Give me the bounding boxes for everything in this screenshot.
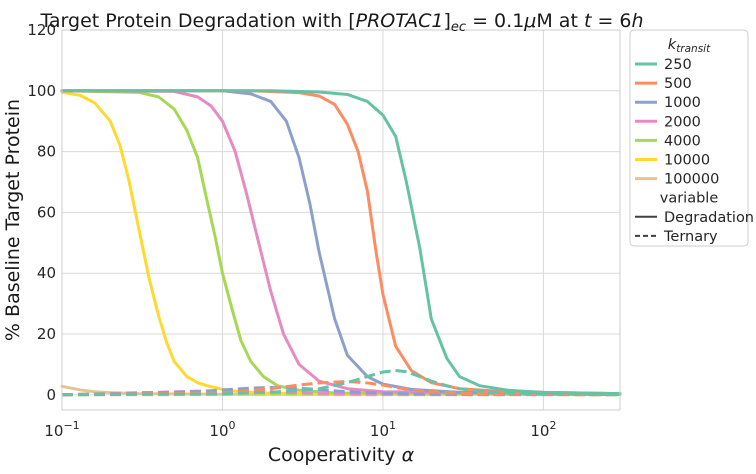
legend-label-250: 250 — [664, 57, 692, 73]
ternary-line-250 — [61, 368, 621, 397]
y-tick-label: 60 — [37, 203, 56, 221]
series-250 — [60, 89, 622, 397]
chart-title: Target Protein Degradation with [PROTAC1… — [39, 10, 643, 35]
x-axis-label: Cooperativity α — [268, 444, 415, 466]
legend-label-degradation: Degradation — [664, 210, 754, 226]
x-tick-label: 101 — [370, 419, 396, 440]
y-tick-label: 0 — [46, 386, 56, 404]
y-tick-label: 40 — [37, 264, 56, 282]
legend-box — [629, 29, 749, 247]
legend-label-10000: 10000 — [664, 153, 710, 169]
ternary-line-500 — [61, 379, 621, 397]
x-tick-label: 102 — [530, 419, 556, 440]
legend-label-ternary: Ternary — [663, 229, 718, 245]
y-tick-label: 100 — [27, 82, 56, 100]
plot-frame — [61, 29, 621, 411]
ternary-line-1000 — [61, 386, 621, 397]
legend: ktransit 250 500 1000 2000 4000 10000 100000 var… — [629, 29, 754, 247]
x-tick-label: 10−1 — [44, 419, 79, 440]
plot-area — [62, 30, 620, 410]
legend-label-1000: 1000 — [664, 95, 701, 111]
legend-title-hue: ktransit — [668, 37, 711, 55]
tick-labels: 10−1 100 101 102 0 20 40 60 80 100 120 — [27, 21, 556, 440]
y-tick-label: 120 — [27, 21, 56, 39]
legend-title-style: variable — [660, 191, 719, 207]
legend-label-4000: 4000 — [664, 133, 701, 149]
y-axis-label: % Baseline Target Protein — [2, 99, 24, 341]
plot-background — [62, 30, 620, 410]
y-tick-label: 20 — [37, 325, 56, 343]
degradation-line-250 — [60, 89, 622, 396]
degradation-line-4000 — [60, 89, 622, 396]
legend-label-100000: 100000 — [664, 172, 719, 188]
plot-border — [61, 29, 621, 411]
series-layer — [60, 89, 622, 397]
legend-label-2000: 2000 — [664, 114, 701, 130]
x-tick-label: 100 — [209, 419, 235, 440]
legend-label-500: 500 — [664, 76, 692, 92]
y-tick-label: 80 — [37, 143, 56, 161]
